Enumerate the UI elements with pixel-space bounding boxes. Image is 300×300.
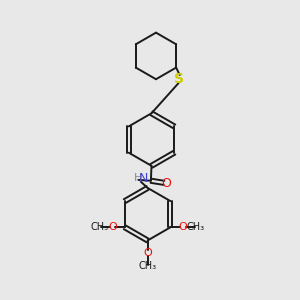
- Text: N: N: [139, 172, 148, 185]
- Text: CH₃: CH₃: [90, 222, 108, 232]
- Text: O: O: [178, 222, 187, 232]
- Text: CH₃: CH₃: [187, 222, 205, 232]
- Text: H: H: [134, 173, 142, 183]
- Text: O: O: [143, 248, 152, 258]
- Text: O: O: [161, 177, 171, 190]
- Text: CH₃: CH₃: [139, 261, 157, 271]
- Text: O: O: [108, 222, 117, 232]
- Text: S: S: [174, 72, 184, 86]
